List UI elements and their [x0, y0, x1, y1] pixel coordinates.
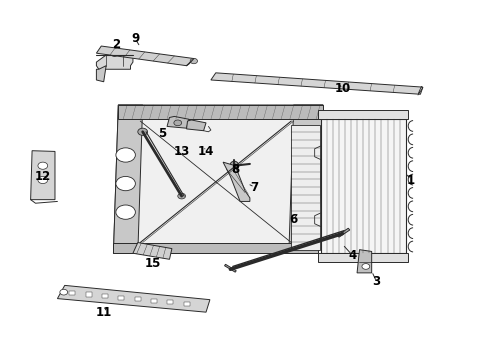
Polygon shape	[289, 105, 323, 253]
Polygon shape	[97, 46, 194, 66]
Polygon shape	[187, 120, 206, 131]
Circle shape	[178, 193, 186, 199]
Polygon shape	[114, 105, 323, 253]
Text: 1: 1	[407, 174, 415, 186]
Polygon shape	[133, 243, 172, 259]
Text: 3: 3	[372, 275, 381, 288]
Polygon shape	[224, 264, 236, 272]
Circle shape	[116, 148, 135, 162]
Text: 8: 8	[231, 163, 240, 176]
Bar	[86, 292, 92, 297]
Polygon shape	[167, 116, 189, 128]
Polygon shape	[338, 228, 350, 237]
Text: 9: 9	[131, 32, 140, 45]
Bar	[318, 111, 408, 119]
Bar	[168, 300, 173, 305]
Bar	[318, 253, 408, 262]
Circle shape	[362, 264, 370, 269]
Text: 13: 13	[173, 145, 190, 158]
Bar	[184, 302, 190, 306]
Text: 7: 7	[251, 181, 259, 194]
Ellipse shape	[190, 58, 197, 64]
Text: 14: 14	[198, 145, 214, 158]
Bar	[119, 296, 124, 300]
Bar	[69, 291, 75, 295]
Circle shape	[111, 51, 118, 57]
Text: 5: 5	[158, 127, 166, 140]
Text: 6: 6	[290, 213, 298, 226]
Text: 10: 10	[334, 82, 350, 95]
Ellipse shape	[230, 161, 239, 170]
Circle shape	[38, 162, 48, 169]
Polygon shape	[118, 105, 323, 119]
Polygon shape	[114, 243, 318, 253]
Bar	[135, 297, 141, 301]
Polygon shape	[357, 249, 372, 273]
Polygon shape	[30, 151, 55, 200]
Polygon shape	[211, 73, 423, 94]
Circle shape	[38, 176, 48, 184]
Polygon shape	[57, 285, 210, 312]
Circle shape	[116, 205, 135, 219]
Polygon shape	[223, 162, 250, 202]
Text: 12: 12	[35, 170, 51, 183]
Polygon shape	[114, 105, 143, 253]
Polygon shape	[97, 53, 133, 69]
Circle shape	[60, 289, 68, 295]
Circle shape	[138, 128, 147, 135]
Text: 2: 2	[112, 38, 120, 51]
Text: 15: 15	[144, 257, 161, 270]
Bar	[291, 125, 319, 249]
Circle shape	[174, 120, 182, 126]
Bar	[320, 119, 406, 253]
Polygon shape	[97, 66, 106, 82]
Bar	[151, 299, 157, 303]
Bar	[102, 294, 108, 298]
Text: 4: 4	[348, 248, 356, 261]
Circle shape	[116, 176, 135, 191]
Text: 11: 11	[96, 306, 112, 319]
